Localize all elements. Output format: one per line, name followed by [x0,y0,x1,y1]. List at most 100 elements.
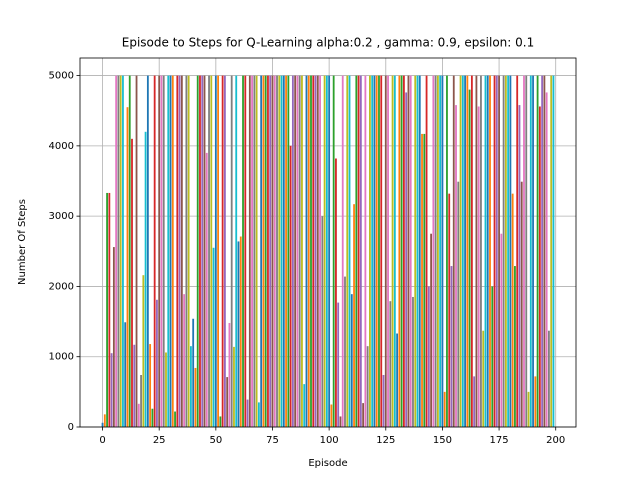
bar [253,75,256,428]
bar [500,233,503,427]
bar [167,75,170,428]
bar [464,75,466,428]
bar [391,75,394,428]
bar [550,75,553,428]
bar [228,322,231,427]
bar [217,75,220,428]
bar [407,75,410,428]
bar [271,75,274,428]
bar [287,75,290,428]
bar [335,158,337,427]
bar [144,131,147,428]
bar [246,399,249,427]
bar [466,75,469,428]
y-tick-label: 4000 [49,141,74,152]
bar [321,216,324,427]
bar [523,75,525,428]
bar [389,301,392,427]
bar [375,75,378,428]
bar [237,241,240,427]
y-tick-label: 0 [68,422,74,433]
bar [339,416,342,427]
bar [534,376,537,427]
bar [257,402,260,427]
bar [489,75,491,428]
x-tick-label: 25 [153,435,166,446]
bar [337,302,340,427]
bar [378,75,380,428]
bar [527,391,530,427]
bar [119,75,122,428]
bar [201,75,204,428]
bar [269,75,272,428]
bar [473,376,476,427]
bar [251,75,253,428]
bar [135,75,138,428]
bar [548,330,550,427]
x-tick-label: 100 [320,435,339,446]
plot-frame [79,57,577,428]
bar [214,75,217,428]
bar [416,75,419,428]
bar [101,422,104,427]
bar [452,75,455,428]
bar [504,75,507,428]
bar [242,75,244,428]
bar [344,276,346,427]
bar [341,75,344,428]
bar [468,89,471,427]
bar [405,92,408,427]
bar [480,75,482,428]
bar [192,318,195,427]
x-tick-label: 175 [490,435,509,446]
bar [310,75,312,428]
y-tick-label: 1000 [49,352,74,363]
bar [203,75,206,428]
bar [371,75,374,428]
bar [418,75,421,428]
bar [124,322,127,427]
bar [314,75,317,428]
bar [298,75,301,428]
x-tick-label: 200 [546,435,565,446]
bar [457,181,460,427]
bar [296,75,299,428]
bar [491,286,494,427]
bar [262,75,265,428]
bar [133,344,136,427]
bar [264,75,267,428]
bar [432,75,435,428]
bar [140,374,142,427]
bar [495,75,498,428]
x-tick-label: 0 [99,435,105,446]
bar [244,75,247,428]
bar [323,75,326,428]
bar [350,294,353,427]
bar [518,105,521,427]
y-tick-label: 5000 [49,71,74,82]
bar [176,75,179,428]
bar [355,75,358,428]
bar [502,75,505,428]
bar [477,106,480,428]
bar [190,346,192,427]
bar [294,75,297,428]
x-tick-label: 50 [209,435,222,446]
bar [398,75,401,428]
bar [156,299,158,427]
bar [348,75,351,428]
bar [412,296,414,427]
bar [382,374,385,427]
bar [165,352,167,427]
bar [230,75,233,428]
bar [273,75,276,428]
bar [316,75,319,428]
bar [149,344,152,427]
bar [409,75,412,428]
bar [221,75,224,428]
bar [303,384,306,427]
bar [128,75,131,428]
bar [482,330,485,427]
bar [196,75,199,428]
bar [396,333,399,427]
